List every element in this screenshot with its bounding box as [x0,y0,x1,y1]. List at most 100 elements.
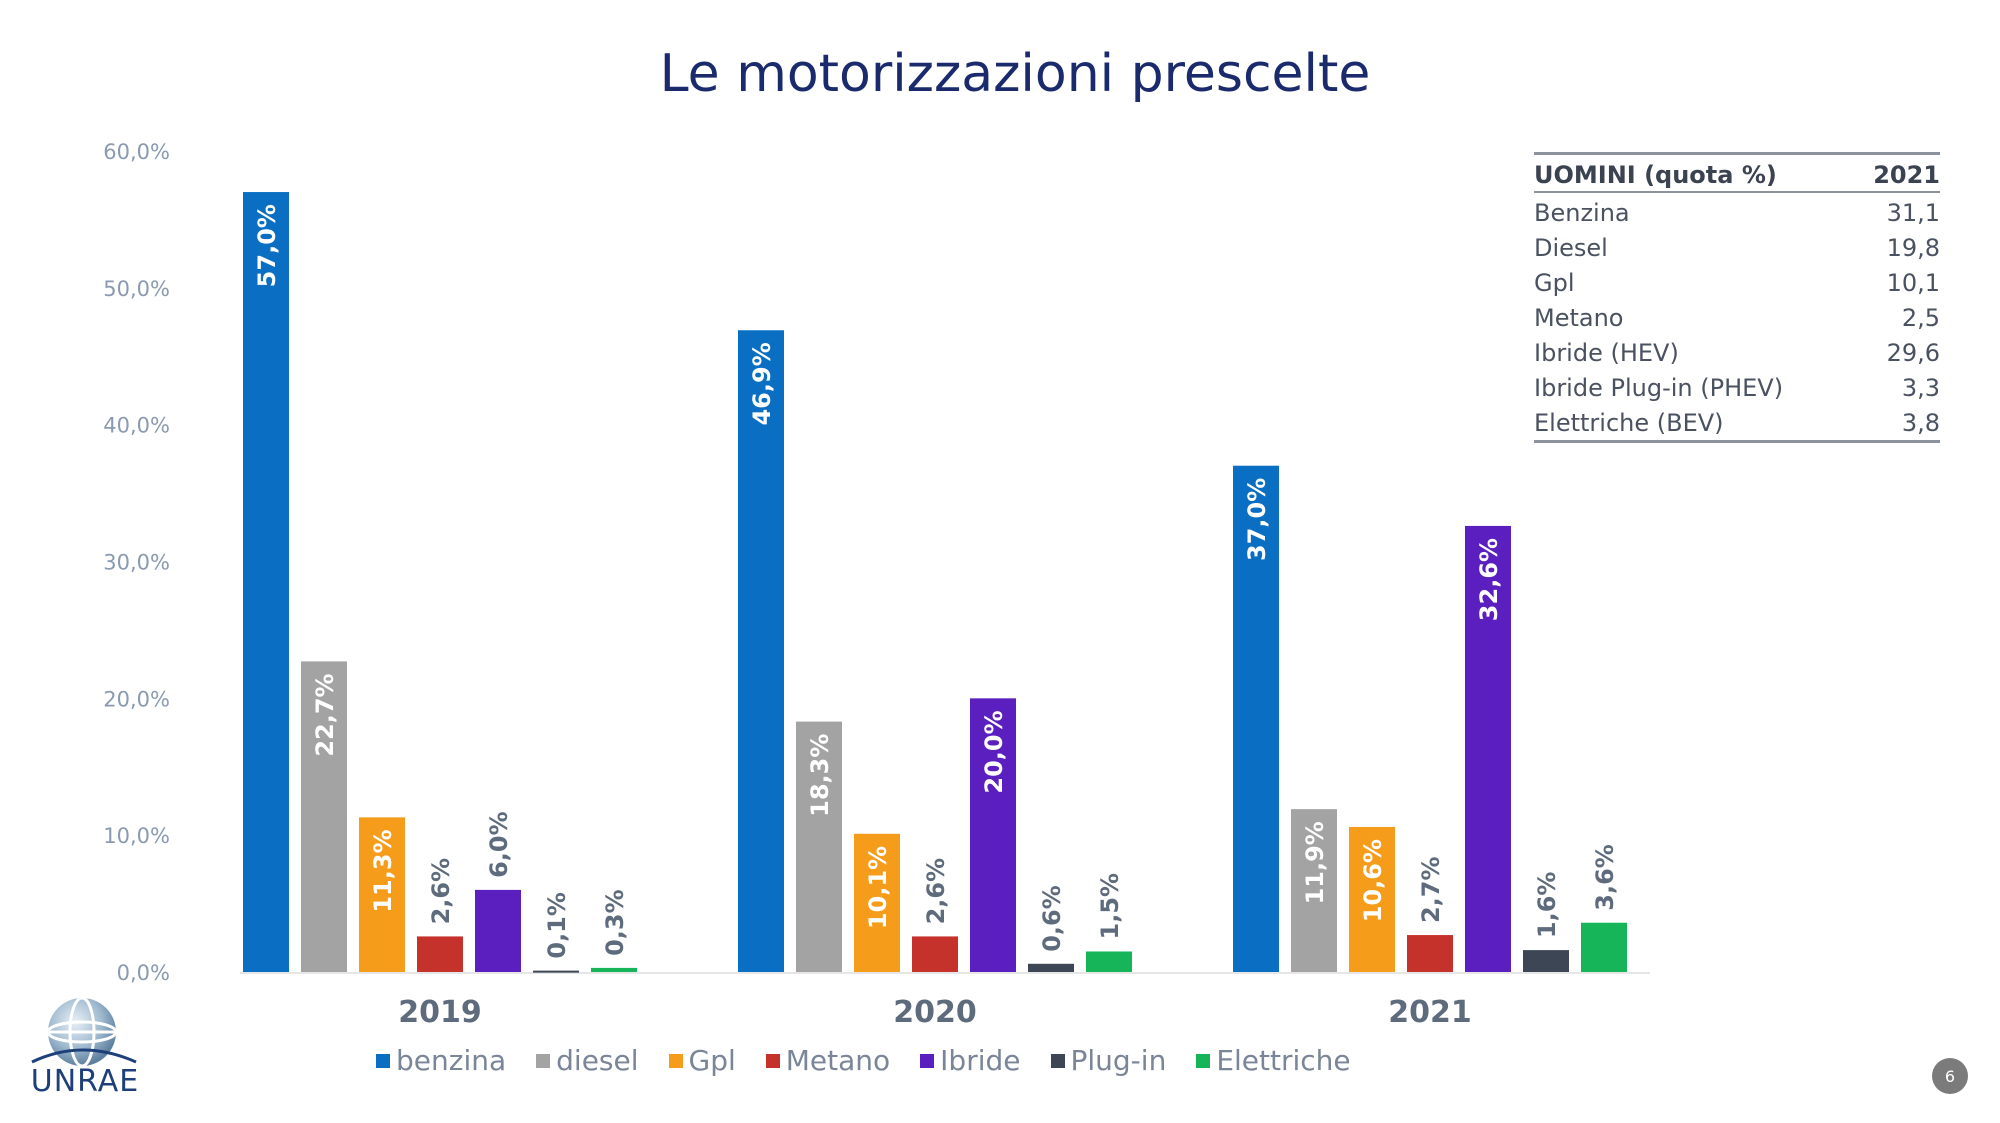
bar-gpl [359,817,405,972]
legend-label: Gpl [688,1044,736,1077]
stats-row-value: 31,1 [1886,198,1940,227]
stats-row: Benzina 31,1 [1534,195,1940,230]
y-tick-label: 40,0% [103,414,170,438]
legend-swatch [765,1053,780,1068]
stats-row-value: 10,1 [1886,268,1940,297]
bar-elettriche [1581,922,1627,972]
stats-row-value: 19,8 [1886,233,1940,262]
legend-item: Ibride [920,1044,1021,1077]
stats-row: Ibride (HEV) 29,6 [1534,335,1940,370]
bar-gpl [854,833,900,972]
data-label: 18,3% [806,734,834,817]
bar-plug-in [1523,950,1569,972]
data-label: 10,1% [864,846,892,929]
bar-benzina [738,330,784,972]
legend-item: Metano [765,1044,891,1077]
data-label: 0,1% [543,892,571,959]
data-label: 2,7% [1417,856,1445,923]
x-tick-label: 2021 [1388,995,1472,1030]
legend-label: Plug-in [1070,1044,1167,1077]
legend-label: benzina [396,1044,507,1077]
data-label: 57,0% [253,204,281,287]
stats-row-label: Ibride (HEV) [1534,338,1679,367]
stats-row-label: Ibride Plug-in (PHEV) [1534,373,1784,402]
stats-row: Ibride Plug-in (PHEV) 3,3 [1534,370,1940,405]
legend-swatch [536,1053,551,1068]
stats-row: Diesel 19,8 [1534,230,1940,265]
bar-elettriche [1086,951,1132,972]
stats-row-value: 29,6 [1886,338,1940,367]
legend-item: Elettriche [1196,1044,1351,1077]
legend-item: diesel [536,1044,639,1077]
legend-label: Metano [785,1044,891,1077]
unrae-logo: UNRAE [26,996,144,1100]
bar-benzina [1233,465,1279,972]
y-tick-label: 20,0% [103,687,170,711]
stats-row-label: Elettriche (BEV) [1534,408,1724,437]
data-label: 11,9% [1301,821,1329,904]
stats-row-label: Metano [1534,303,1624,332]
stats-row-value: 3,3 [1901,373,1940,402]
data-label: 20,0% [980,710,1008,793]
legend-label: Ibride [940,1044,1021,1077]
bar-metano [912,936,958,972]
page-number: 6 [1932,1058,1968,1094]
data-label: 1,5% [1096,873,1124,940]
bar-metano [1407,935,1453,972]
stats-row: Elettriche (BEV) 3,8 [1534,405,1940,440]
bar-plug-in [533,970,579,973]
legend-label: diesel [556,1044,639,1077]
bar-gpl [1349,826,1395,972]
data-label: 11,3% [369,829,397,912]
legend-swatch [920,1053,935,1068]
stats-header-label: UOMINI (quota %) [1534,161,1777,189]
legend-item: Plug-in [1050,1044,1167,1077]
legend-label: Elettriche [1216,1044,1351,1077]
bar-diesel [796,721,842,972]
stats-row-value: 3,8 [1901,408,1940,437]
y-tick-label: 0,0% [117,961,170,985]
bar-plug-in [1028,963,1074,972]
stats-row: Metano 2,5 [1534,300,1940,335]
legend-swatch [376,1053,390,1068]
data-label: 2,6% [922,858,950,925]
legend-swatch [1196,1053,1211,1068]
bar-metano [417,936,463,972]
bar-diesel [1291,809,1337,972]
bar-elettriche [591,967,637,972]
globe-icon [31,996,137,1068]
x-tick-label: 2019 [398,995,482,1030]
stats-table: UOMINI (quota %) 2021 Benzina 31,1 Diesel 1… [1534,152,1940,443]
bar-ibride [475,889,521,972]
bar-diesel [301,661,347,972]
stats-row-label: Benzina [1534,198,1630,227]
data-label: 10,6% [1359,839,1387,922]
data-label: 32,6% [1475,538,1503,621]
data-label: 6,0% [485,811,513,878]
y-tick-label: 10,0% [103,824,170,848]
bar-ibride [1465,525,1511,972]
data-label: 1,6% [1533,872,1561,939]
stats-row: Gpl 10,1 [1534,265,1940,300]
stats-table-body: Benzina 31,1 Diesel 19,8 Gpl 10,1 Metano 2,5 Ibr… [1534,193,1940,440]
y-tick-label: 60,0% [103,140,170,164]
y-tick-label: 50,0% [103,277,170,301]
y-tick-label: 30,0% [103,551,170,575]
data-label: 22,7% [311,673,339,756]
logo-text: UNRAE [30,1064,140,1099]
data-label: 37,0% [1243,478,1271,561]
data-label: 2,6% [427,858,455,925]
legend-item: benzina [376,1044,506,1077]
legend-item: Gpl [668,1044,736,1077]
stats-row-label: Diesel [1534,233,1608,262]
legend-swatch [1050,1053,1065,1068]
stats-row-value: 2,5 [1901,303,1940,332]
x-tick-label: 2020 [893,995,977,1030]
data-label: 0,3% [601,889,629,956]
stats-table-header: UOMINI (quota %) 2021 [1534,155,1940,193]
page-title: Le motorizzazioni prescelte [659,44,1371,104]
chart-legend: benzina diesel Gpl Metano Ibride Plug-in Elett… [376,1044,1351,1077]
data-label: 0,6% [1038,885,1066,952]
bar-benzina [243,192,289,973]
